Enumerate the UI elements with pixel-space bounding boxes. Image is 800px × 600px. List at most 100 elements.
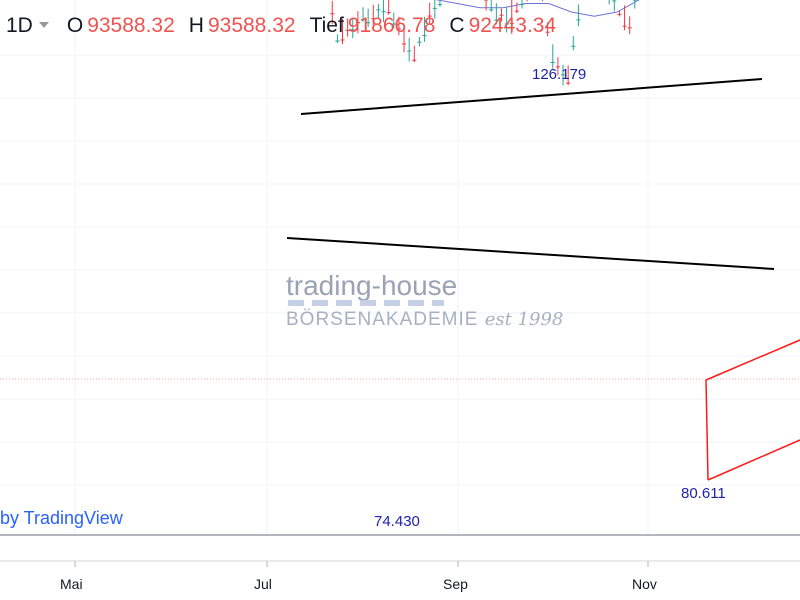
candle xyxy=(542,0,544,1)
candle xyxy=(360,7,366,22)
open-label: O xyxy=(66,14,84,37)
mid-annotation: 74.430 xyxy=(374,513,420,530)
candle xyxy=(576,4,581,27)
candle xyxy=(422,16,427,42)
candle xyxy=(391,12,396,29)
candle-body xyxy=(417,41,422,43)
x-tick-label: Sep xyxy=(443,576,468,592)
high-annotation: 126.179 xyxy=(532,66,587,83)
candle xyxy=(555,57,560,76)
candle xyxy=(632,0,637,9)
candle-body xyxy=(350,29,355,31)
watermark-since: est 1998 xyxy=(484,309,564,330)
candle-body xyxy=(555,66,560,68)
candle xyxy=(550,44,555,69)
candle-body xyxy=(560,74,566,76)
candle xyxy=(566,65,571,86)
candle-body xyxy=(632,0,637,1)
candle xyxy=(484,0,489,11)
candle-body xyxy=(412,59,417,61)
candle xyxy=(519,0,525,9)
candle-body xyxy=(396,28,401,30)
trend-lines xyxy=(286,78,800,481)
candle xyxy=(627,16,632,35)
candle-body xyxy=(391,23,396,25)
candle xyxy=(407,37,412,62)
candles xyxy=(330,0,637,86)
candle-body xyxy=(360,19,366,21)
open-value: 93588.32 xyxy=(87,14,175,37)
watermark-tagline: BÖRSENAKADEMIE est 1998 xyxy=(286,309,563,331)
candle xyxy=(330,0,335,25)
ohlc-legend: 1D O 93588.32 H 93588.32 Tief 91866.78 C 92443.3… xyxy=(6,14,570,38)
candle-body xyxy=(514,10,519,12)
candle xyxy=(432,0,437,19)
candle-body xyxy=(545,31,550,33)
low-label: Tief xyxy=(309,14,344,37)
candle-body xyxy=(617,13,622,15)
tradingview-attribution[interactable]: by TradingView xyxy=(0,508,123,528)
low-value: 91866.78 xyxy=(347,14,436,37)
candle-body xyxy=(432,7,437,9)
watermark-brand: trading-house xyxy=(286,270,458,301)
candle-body xyxy=(402,43,407,45)
candle-body xyxy=(437,4,442,6)
timeframe-button[interactable]: 1D xyxy=(6,14,33,37)
candle-body xyxy=(509,23,514,25)
candle xyxy=(509,0,514,35)
candle xyxy=(340,18,345,45)
candle-body xyxy=(571,45,576,47)
watermark-divider xyxy=(288,300,444,306)
candle xyxy=(427,2,432,25)
candle-body xyxy=(612,0,617,2)
chevron-down-icon[interactable] xyxy=(38,21,49,28)
candle xyxy=(396,16,401,36)
chart-grid xyxy=(0,0,800,535)
candle-body xyxy=(494,19,499,21)
channel-left-line xyxy=(705,379,709,481)
candle xyxy=(345,18,350,37)
candle xyxy=(571,35,576,51)
candle xyxy=(386,0,391,15)
candle xyxy=(489,0,494,12)
candle-body xyxy=(484,0,489,1)
candle xyxy=(622,5,627,31)
x-axis xyxy=(0,534,800,567)
close-value: 92443.34 xyxy=(468,14,557,37)
candle xyxy=(499,8,504,22)
high-label: H xyxy=(188,14,204,37)
candle-body xyxy=(355,22,360,24)
candle-body xyxy=(422,35,427,37)
candle xyxy=(437,0,442,7)
candle-body xyxy=(330,13,335,15)
high-value: 93588.32 xyxy=(207,14,296,37)
candle-body xyxy=(576,19,581,21)
channel-lower-line xyxy=(707,439,800,481)
candle xyxy=(412,45,417,63)
candle xyxy=(355,11,360,34)
candle-body xyxy=(427,15,432,17)
candle xyxy=(560,64,566,86)
candle-body xyxy=(566,82,571,84)
candle xyxy=(617,11,622,17)
candle-body xyxy=(335,40,340,42)
candle-body xyxy=(622,25,627,27)
channel-upper-line xyxy=(705,339,800,381)
candle-body xyxy=(550,61,555,63)
candle xyxy=(381,0,386,23)
candle xyxy=(417,36,422,47)
candle xyxy=(545,22,550,37)
candle-body xyxy=(381,11,386,13)
candle-body xyxy=(371,18,376,20)
candle-body xyxy=(627,27,632,29)
candle xyxy=(335,34,340,44)
candle xyxy=(526,0,528,2)
candle xyxy=(514,2,519,14)
candle-body xyxy=(504,23,509,25)
close-label: C xyxy=(449,14,465,37)
candle-body xyxy=(499,14,504,16)
candle-body xyxy=(407,50,412,52)
candle xyxy=(376,3,381,19)
candle xyxy=(494,3,499,25)
